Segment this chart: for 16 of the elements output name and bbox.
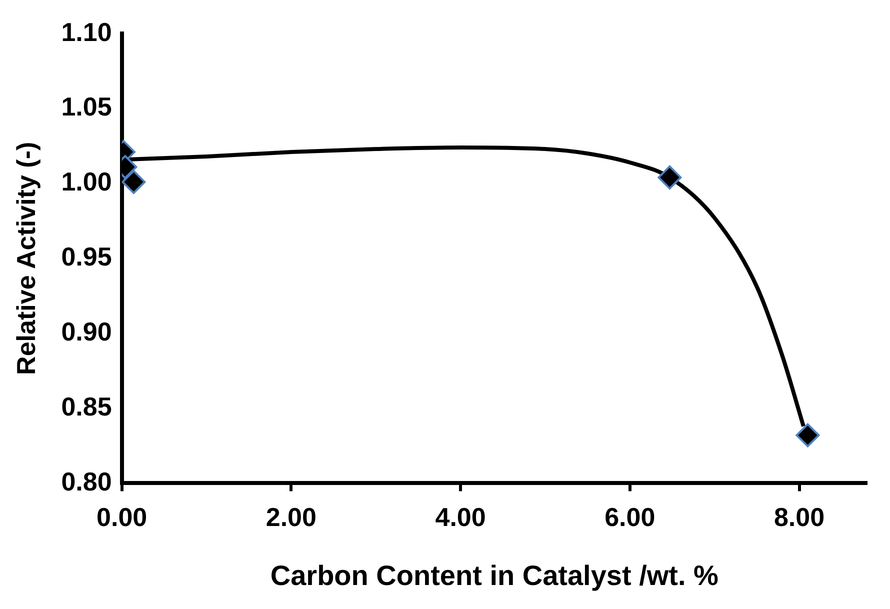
x-tick-label: 4.00: [435, 502, 486, 532]
x-tick-label: 6.00: [604, 502, 656, 532]
y-tick-label: 0.90: [61, 316, 112, 347]
point: [796, 423, 820, 448]
x-tick-label: 8.00: [774, 502, 825, 532]
point: [658, 165, 682, 190]
y-tick-label: 0.95: [61, 242, 112, 272]
y-tick-label: 1.10: [61, 16, 112, 47]
x-axis-title: Carbon Content in Catalyst /wt. %: [270, 560, 719, 591]
x-tick-label: 0.00: [96, 502, 148, 532]
y-tick-label: 0.80: [61, 466, 112, 496]
x-tick-label: 2.00: [266, 502, 316, 532]
y-axis-title: Relative Activity (-): [10, 142, 41, 375]
y-tick-label: 0.85: [61, 391, 112, 422]
y-tick-label: 1.05: [61, 92, 112, 122]
y-tick-label: 1.00: [61, 166, 112, 197]
